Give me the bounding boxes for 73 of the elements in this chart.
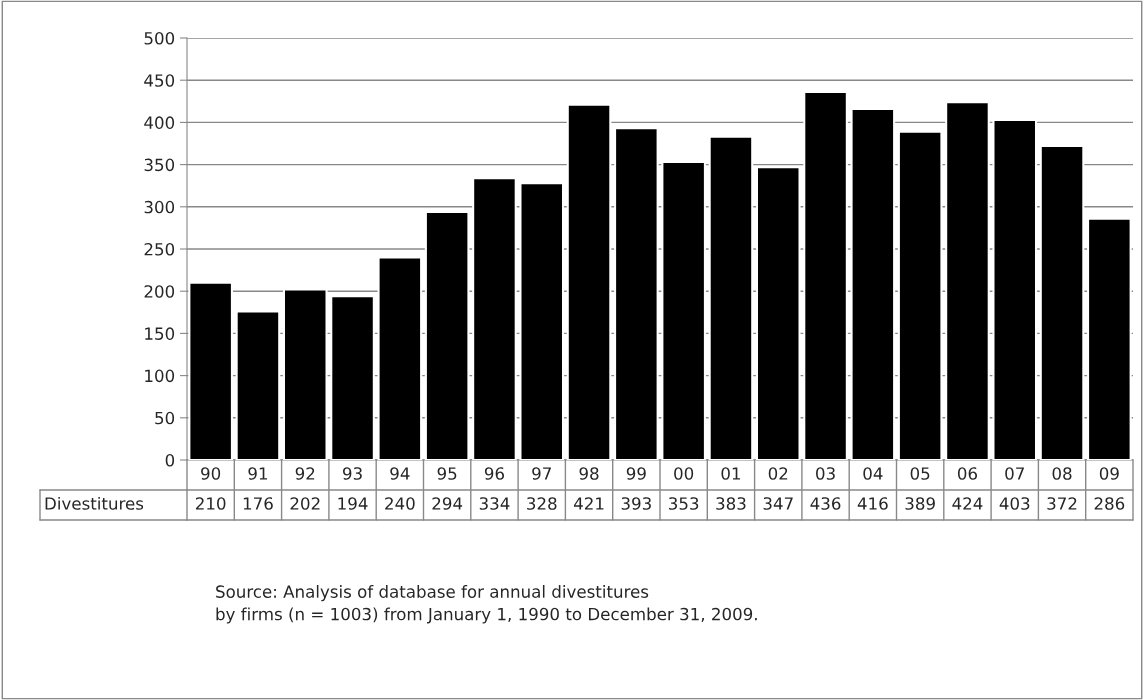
- bar: [945, 101, 990, 460]
- data-label: 353: [669, 497, 699, 510]
- bar: [897, 130, 943, 460]
- y-tick-label: 200: [144, 285, 175, 298]
- y-tick-label: 500: [144, 31, 175, 45]
- x-tick-label: 91: [248, 467, 268, 480]
- data-label: 240: [385, 497, 415, 510]
- bar: [803, 90, 848, 460]
- x-tick-label: 03: [816, 467, 835, 480]
- data-label: 372: [1047, 497, 1077, 510]
- y-tick-label: 100: [145, 369, 175, 383]
- bar: [424, 210, 470, 460]
- x-tick-label: 05: [910, 467, 930, 480]
- y-tick-label: 300: [144, 200, 175, 214]
- data-label: 436: [810, 497, 841, 510]
- x-tick-label: 93: [343, 467, 362, 480]
- y-tick-label: 50: [155, 411, 175, 425]
- bar: [235, 310, 281, 460]
- data-label: 424: [952, 497, 983, 510]
- y-tick-label: 400: [144, 116, 175, 129]
- x-tick-label: 90: [201, 467, 221, 480]
- bar: [377, 256, 423, 460]
- x-tick-label: 02: [768, 467, 788, 480]
- bar: [661, 161, 706, 460]
- bar: [708, 135, 754, 460]
- bar: [566, 103, 612, 460]
- data-label: 403: [999, 497, 1030, 510]
- data-label: 294: [432, 497, 463, 510]
- x-tick-label: 04: [863, 467, 883, 480]
- x-tick-label: 99: [626, 467, 646, 480]
- data-label: 389: [905, 497, 935, 510]
- bar: [1039, 144, 1085, 460]
- data-label: 194: [338, 497, 368, 510]
- x-tick-label: 07: [1005, 467, 1024, 480]
- source-note: Source: Analysis of database for annual divestitures by firms (n = 1003) from January 1, 1990 to December 31, 2009.: [216, 585, 757, 624]
- x-tick-label: 97: [532, 467, 551, 480]
- x-tick-label: 01: [721, 467, 741, 480]
- data-label: 383: [716, 497, 746, 510]
- bar: [850, 107, 896, 460]
- data-label: 328: [527, 497, 557, 510]
- x-tick-label: 08: [1052, 467, 1072, 480]
- y-tick-label: 0: [165, 453, 175, 467]
- data-label: 176: [243, 497, 273, 510]
- data-label: 393: [621, 497, 651, 510]
- text: Divestitures: [45, 496, 144, 510]
- data-label: 286: [1094, 497, 1125, 510]
- x-tick-label: 98: [579, 467, 599, 480]
- x-tick-label: 92: [295, 467, 315, 480]
- bar: [330, 295, 375, 460]
- data-label: 210: [195, 497, 226, 510]
- data-label: 416: [857, 497, 888, 510]
- x-tick-label: 94: [390, 467, 410, 480]
- bar: [992, 118, 1038, 460]
- data-label: 202: [290, 497, 320, 510]
- y-tick-label: 350: [144, 158, 175, 172]
- bar: [755, 166, 801, 460]
- bar: [472, 177, 517, 460]
- data-label: 347: [763, 497, 793, 510]
- x-tick-label: 00: [674, 467, 694, 480]
- bar: [188, 281, 233, 460]
- y-tick-label: 450: [144, 74, 175, 87]
- y-tick-label: 250: [144, 242, 175, 256]
- x-tick-label: 96: [484, 467, 504, 480]
- bar: [1087, 217, 1132, 460]
- data-label: 421: [573, 497, 604, 510]
- bar: [519, 182, 565, 460]
- data-label: 334: [479, 497, 510, 510]
- bar: [282, 288, 328, 460]
- x-tick-label: 09: [1099, 467, 1119, 480]
- x-tick-label: 06: [957, 467, 977, 480]
- y-tick-label: 150: [145, 327, 175, 340]
- x-tick-label: 95: [437, 467, 457, 480]
- bar: [614, 127, 659, 460]
